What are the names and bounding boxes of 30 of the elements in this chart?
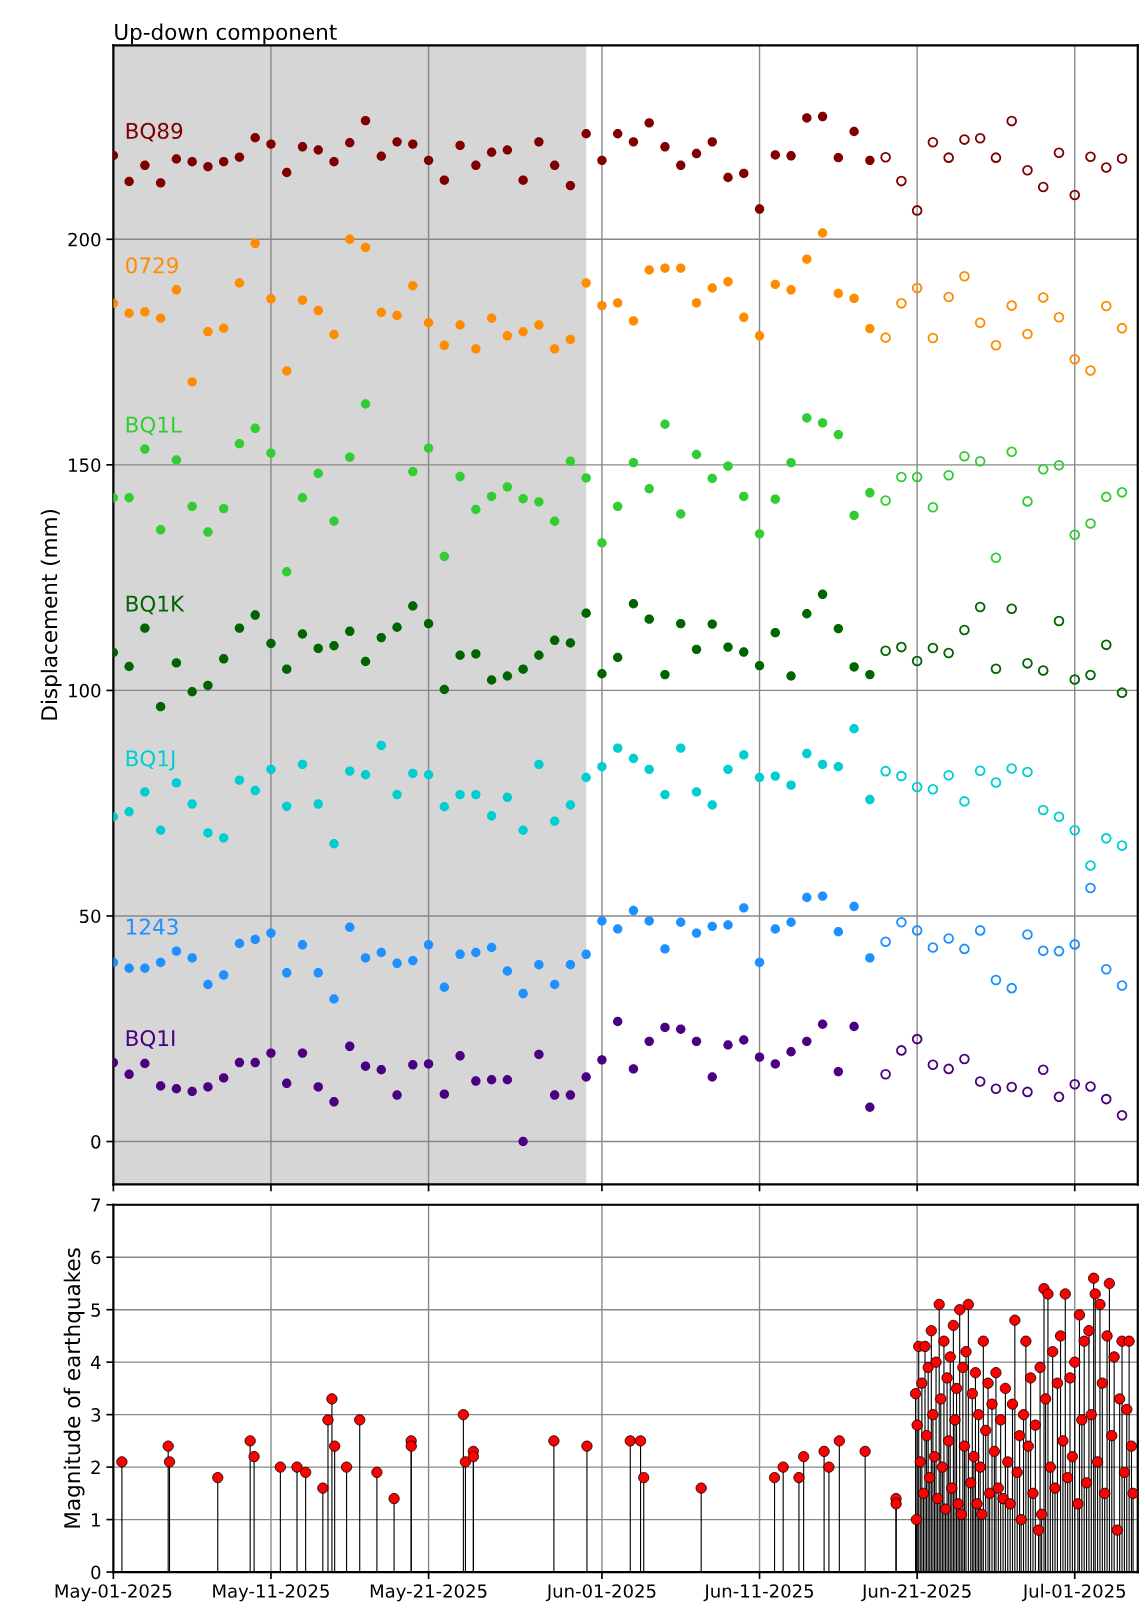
y-axis-title: Displacement (mm) xyxy=(40,509,62,720)
series-label: 1243 xyxy=(126,918,178,935)
y-tick-label: 7 xyxy=(91,1198,101,1212)
series-label: BQ1K xyxy=(126,595,185,615)
y-tick-label: 0 xyxy=(91,1565,101,1580)
y-tick-label: 1 xyxy=(92,1513,100,1527)
x-tick-label: May-01-2025 xyxy=(55,1584,172,1602)
x-tick-label: Jun-21-2025 xyxy=(861,1584,971,1602)
y-tick-label: 0 xyxy=(91,1134,101,1149)
y-tick-label: 5 xyxy=(91,1303,100,1317)
y-axis-title: Magnitude of earthquakes xyxy=(63,1248,85,1528)
x-tick-label: May-11-2025 xyxy=(213,1584,329,1602)
x-tick-label: May-21-2025 xyxy=(370,1584,487,1602)
y-tick-label: 6 xyxy=(91,1250,101,1265)
y-tick-label: 50 xyxy=(79,909,101,924)
y-tick-label: 100 xyxy=(69,683,101,698)
series-label: 0729 xyxy=(126,257,178,274)
x-tick-label: Jun-11-2025 xyxy=(703,1584,814,1602)
series-label: BQ1L xyxy=(126,416,182,436)
series-label: BQ89 xyxy=(126,122,183,142)
x-tick-label: Jun-01-2025 xyxy=(545,1584,656,1602)
y-tick-label: 2 xyxy=(91,1460,100,1474)
x-tick-label: Jul-01-2025 xyxy=(1021,1583,1126,1602)
series-label: BQ1I xyxy=(126,1029,175,1049)
y-tick-label: 200 xyxy=(68,232,101,247)
y-tick-label: 3 xyxy=(91,1408,101,1422)
y-tick-label: 150 xyxy=(69,458,101,472)
chart-title: Up-down component xyxy=(115,23,337,45)
y-tick-label: 4 xyxy=(90,1355,101,1370)
series-label: BQ1J xyxy=(126,750,175,771)
